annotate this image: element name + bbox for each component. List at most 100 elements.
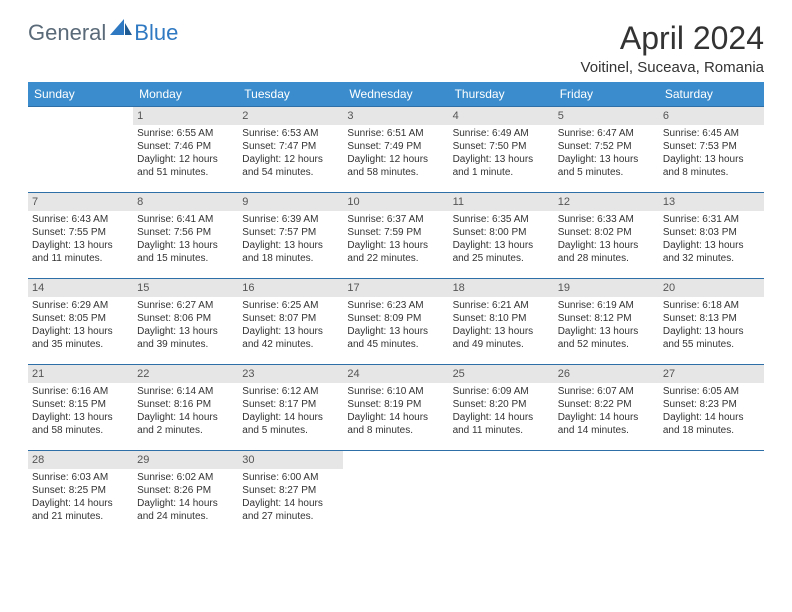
daylight-text: Daylight: 14 hours and 14 minutes. [558,411,655,437]
day-number: 3 [343,107,448,125]
sunrise-text: Sunrise: 6:37 AM [347,213,444,226]
day-number: 29 [133,451,238,469]
day-number: 8 [133,193,238,211]
sunset-text: Sunset: 8:05 PM [32,312,129,325]
calendar-cell: 23Sunrise: 6:12 AMSunset: 8:17 PMDayligh… [238,365,343,451]
calendar-table: Sunday Monday Tuesday Wednesday Thursday… [28,82,764,537]
day-number: 9 [238,193,343,211]
calendar-week-row: 28Sunrise: 6:03 AMSunset: 8:25 PMDayligh… [28,451,764,537]
sunset-text: Sunset: 7:59 PM [347,226,444,239]
daylight-text: Daylight: 13 hours and 15 minutes. [137,239,234,265]
calendar-cell: 10Sunrise: 6:37 AMSunset: 7:59 PMDayligh… [343,193,448,279]
day-number: 11 [449,193,554,211]
sun-info: Sunrise: 6:21 AMSunset: 8:10 PMDaylight:… [449,297,554,351]
sunrise-text: Sunrise: 6:02 AM [137,471,234,484]
calendar-cell: 13Sunrise: 6:31 AMSunset: 8:03 PMDayligh… [659,193,764,279]
day-number: 20 [659,279,764,297]
sun-info: Sunrise: 6:41 AMSunset: 7:56 PMDaylight:… [133,211,238,265]
day-number [28,107,133,111]
sunset-text: Sunset: 7:46 PM [137,140,234,153]
calendar-cell: 2Sunrise: 6:53 AMSunset: 7:47 PMDaylight… [238,107,343,193]
sunrise-text: Sunrise: 6:33 AM [558,213,655,226]
brand-part2: Blue [134,20,178,46]
calendar-cell [28,107,133,193]
calendar-cell: 24Sunrise: 6:10 AMSunset: 8:19 PMDayligh… [343,365,448,451]
day-number: 2 [238,107,343,125]
sunset-text: Sunset: 8:27 PM [242,484,339,497]
sunset-text: Sunset: 8:13 PM [663,312,760,325]
sunrise-text: Sunrise: 6:53 AM [242,127,339,140]
calendar-cell: 3Sunrise: 6:51 AMSunset: 7:49 PMDaylight… [343,107,448,193]
sunrise-text: Sunrise: 6:41 AM [137,213,234,226]
day-number: 24 [343,365,448,383]
location-text: Voitinel, Suceava, Romania [581,59,764,76]
sun-info: Sunrise: 6:55 AMSunset: 7:46 PMDaylight:… [133,125,238,179]
daylight-text: Daylight: 12 hours and 58 minutes. [347,153,444,179]
calendar-cell: 15Sunrise: 6:27 AMSunset: 8:06 PMDayligh… [133,279,238,365]
day-number: 22 [133,365,238,383]
day-number: 15 [133,279,238,297]
daylight-text: Daylight: 14 hours and 27 minutes. [242,497,339,523]
sun-info: Sunrise: 6:43 AMSunset: 7:55 PMDaylight:… [28,211,133,265]
calendar-cell: 12Sunrise: 6:33 AMSunset: 8:02 PMDayligh… [554,193,659,279]
sun-info: Sunrise: 6:07 AMSunset: 8:22 PMDaylight:… [554,383,659,437]
weekday-header: Wednesday [343,82,448,107]
daylight-text: Daylight: 13 hours and 49 minutes. [453,325,550,351]
sunset-text: Sunset: 7:52 PM [558,140,655,153]
day-number: 13 [659,193,764,211]
day-number: 27 [659,365,764,383]
weekday-header: Friday [554,82,659,107]
calendar-cell: 26Sunrise: 6:07 AMSunset: 8:22 PMDayligh… [554,365,659,451]
sun-info: Sunrise: 6:16 AMSunset: 8:15 PMDaylight:… [28,383,133,437]
day-number: 30 [238,451,343,469]
calendar-page: General Blue April 2024 Voitinel, Suceav… [0,0,792,557]
day-number: 10 [343,193,448,211]
day-number [554,451,659,455]
day-number: 5 [554,107,659,125]
daylight-text: Daylight: 13 hours and 5 minutes. [558,153,655,179]
day-number: 16 [238,279,343,297]
sunset-text: Sunset: 7:50 PM [453,140,550,153]
daylight-text: Daylight: 13 hours and 55 minutes. [663,325,760,351]
month-title: April 2024 [581,20,764,57]
calendar-cell [343,451,448,537]
day-number [659,451,764,455]
daylight-text: Daylight: 14 hours and 5 minutes. [242,411,339,437]
sun-info: Sunrise: 6:33 AMSunset: 8:02 PMDaylight:… [554,211,659,265]
sun-info: Sunrise: 6:37 AMSunset: 7:59 PMDaylight:… [343,211,448,265]
daylight-text: Daylight: 14 hours and 24 minutes. [137,497,234,523]
calendar-cell: 30Sunrise: 6:00 AMSunset: 8:27 PMDayligh… [238,451,343,537]
calendar-cell: 27Sunrise: 6:05 AMSunset: 8:23 PMDayligh… [659,365,764,451]
sunrise-text: Sunrise: 6:10 AM [347,385,444,398]
sunset-text: Sunset: 8:00 PM [453,226,550,239]
sun-info: Sunrise: 6:02 AMSunset: 8:26 PMDaylight:… [133,469,238,523]
daylight-text: Daylight: 13 hours and 35 minutes. [32,325,129,351]
calendar-cell: 29Sunrise: 6:02 AMSunset: 8:26 PMDayligh… [133,451,238,537]
day-number: 28 [28,451,133,469]
sunset-text: Sunset: 8:06 PM [137,312,234,325]
daylight-text: Daylight: 13 hours and 58 minutes. [32,411,129,437]
sunset-text: Sunset: 8:23 PM [663,398,760,411]
day-number: 21 [28,365,133,383]
daylight-text: Daylight: 13 hours and 52 minutes. [558,325,655,351]
sunrise-text: Sunrise: 6:27 AM [137,299,234,312]
calendar-cell: 28Sunrise: 6:03 AMSunset: 8:25 PMDayligh… [28,451,133,537]
header: General Blue April 2024 Voitinel, Suceav… [28,20,764,76]
calendar-week-row: 7Sunrise: 6:43 AMSunset: 7:55 PMDaylight… [28,193,764,279]
sun-info: Sunrise: 6:23 AMSunset: 8:09 PMDaylight:… [343,297,448,351]
sun-info: Sunrise: 6:25 AMSunset: 8:07 PMDaylight:… [238,297,343,351]
sunrise-text: Sunrise: 6:03 AM [32,471,129,484]
sunrise-text: Sunrise: 6:51 AM [347,127,444,140]
sunrise-text: Sunrise: 6:19 AM [558,299,655,312]
sun-info: Sunrise: 6:19 AMSunset: 8:12 PMDaylight:… [554,297,659,351]
calendar-week-row: 14Sunrise: 6:29 AMSunset: 8:05 PMDayligh… [28,279,764,365]
sunset-text: Sunset: 8:22 PM [558,398,655,411]
sunset-text: Sunset: 8:09 PM [347,312,444,325]
sun-info: Sunrise: 6:27 AMSunset: 8:06 PMDaylight:… [133,297,238,351]
daylight-text: Daylight: 13 hours and 32 minutes. [663,239,760,265]
calendar-cell [449,451,554,537]
sun-info: Sunrise: 6:39 AMSunset: 7:57 PMDaylight:… [238,211,343,265]
calendar-body: 1Sunrise: 6:55 AMSunset: 7:46 PMDaylight… [28,107,764,537]
sunrise-text: Sunrise: 6:45 AM [663,127,760,140]
sun-info: Sunrise: 6:53 AMSunset: 7:47 PMDaylight:… [238,125,343,179]
